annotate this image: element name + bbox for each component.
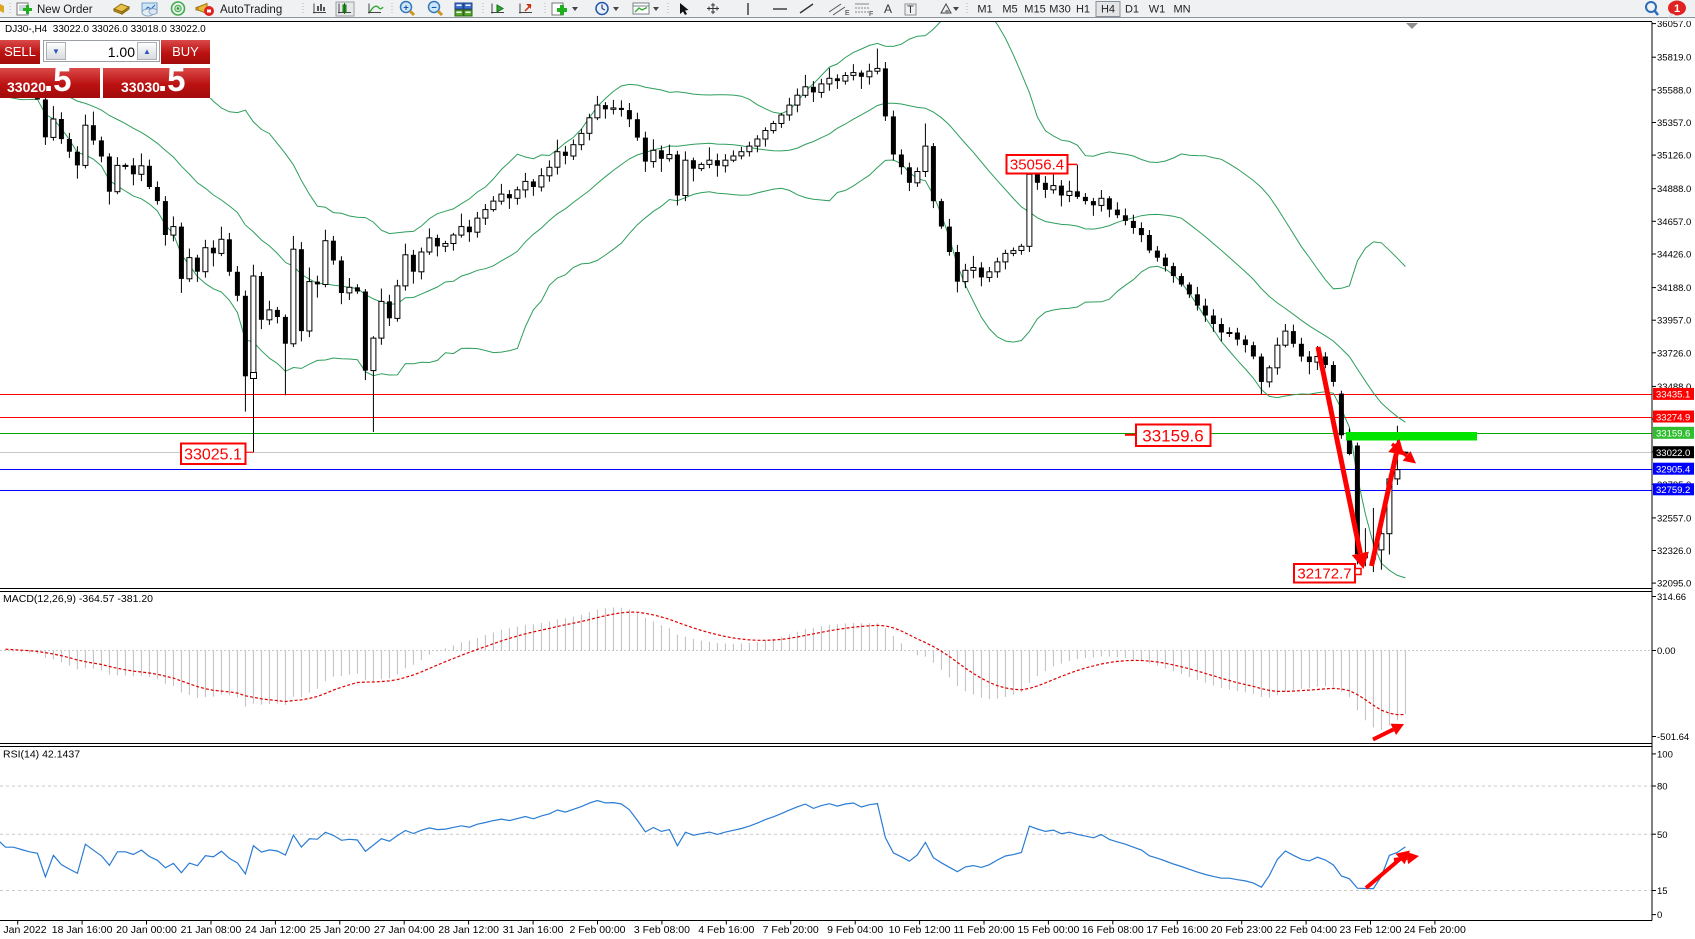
svg-text:33435.1: 33435.1: [1656, 390, 1690, 401]
svg-text:+: +: [403, 3, 409, 14]
svg-text:E: E: [845, 10, 850, 17]
svg-text:35588.0: 35588.0: [1657, 85, 1691, 96]
svg-text:AutoTrading: AutoTrading: [220, 4, 282, 16]
svg-text:20 Feb 23:00: 20 Feb 23:00: [1211, 924, 1273, 936]
svg-text:33025.1: 33025.1: [184, 447, 242, 464]
svg-text:MN: MN: [1173, 4, 1190, 16]
svg-text:1: 1: [1674, 3, 1680, 15]
svg-text:25 Jan 20:00: 25 Jan 20:00: [309, 924, 370, 936]
svg-text:9 Feb 04:00: 9 Feb 04:00: [827, 924, 883, 936]
svg-text:17 Jan 2022: 17 Jan 2022: [0, 924, 47, 936]
svg-text:33488.0: 33488.0: [1657, 382, 1691, 393]
svg-text:27 Jan 04:00: 27 Jan 04:00: [374, 924, 435, 936]
svg-text:A: A: [884, 2, 892, 16]
svg-text:34426.0: 34426.0: [1657, 250, 1691, 261]
svg-text:15: 15: [1657, 886, 1668, 897]
svg-text:-501.64: -501.64: [1657, 732, 1689, 743]
svg-text:32172.7: 32172.7: [1297, 566, 1351, 583]
svg-text:22 Feb 04:00: 22 Feb 04:00: [1275, 924, 1337, 936]
svg-text:100: 100: [1657, 749, 1673, 760]
svg-text:4 Feb 16:00: 4 Feb 16:00: [698, 924, 754, 936]
svg-text:15 Feb 00:00: 15 Feb 00:00: [1017, 924, 1079, 936]
svg-text:M1: M1: [977, 4, 992, 16]
svg-text:M15: M15: [1024, 4, 1045, 16]
svg-text:H4: H4: [1101, 4, 1115, 16]
svg-text:34188.0: 34188.0: [1657, 283, 1691, 294]
svg-text:35126.0: 35126.0: [1657, 151, 1691, 162]
svg-text:32557.0: 32557.0: [1657, 513, 1691, 524]
svg-text:33022.0: 33022.0: [1656, 448, 1690, 459]
svg-text:0.00: 0.00: [1657, 646, 1676, 657]
svg-text:24 Jan 12:00: 24 Jan 12:00: [245, 924, 306, 936]
svg-text:20 Jan 00:00: 20 Jan 00:00: [116, 924, 177, 936]
svg-text:24 Feb 20:00: 24 Feb 20:00: [1404, 924, 1466, 936]
svg-text:2 Feb 00:00: 2 Feb 00:00: [569, 924, 625, 936]
svg-text:32095.0: 32095.0: [1657, 579, 1691, 590]
svg-text:23 Feb 12:00: 23 Feb 12:00: [1340, 924, 1402, 936]
svg-text:RSI(14) 42.1437: RSI(14) 42.1437: [3, 749, 80, 761]
svg-text:T: T: [907, 4, 914, 16]
svg-text:M5: M5: [1002, 4, 1017, 16]
svg-text:D1: D1: [1125, 4, 1139, 16]
svg-text:MACD(12,26,9) -364.57 -381.20: MACD(12,26,9) -364.57 -381.20: [3, 593, 153, 605]
svg-text:32326.0: 32326.0: [1657, 546, 1691, 557]
svg-text:32759.2: 32759.2: [1656, 485, 1690, 496]
svg-text:32905.4: 32905.4: [1656, 465, 1690, 476]
svg-text:80: 80: [1657, 782, 1668, 793]
svg-text:F: F: [869, 11, 873, 18]
svg-text:33957.0: 33957.0: [1657, 316, 1691, 327]
svg-text:21 Jan 08:00: 21 Jan 08:00: [181, 924, 242, 936]
svg-text:33159.6: 33159.6: [1142, 427, 1203, 446]
svg-text:31 Jan 16:00: 31 Jan 16:00: [503, 924, 564, 936]
svg-text:−: −: [431, 3, 437, 14]
svg-text:28 Jan 12:00: 28 Jan 12:00: [438, 924, 499, 936]
svg-text:314.66: 314.66: [1657, 592, 1686, 603]
svg-text:H1: H1: [1076, 4, 1090, 16]
svg-text:33726.0: 33726.0: [1657, 348, 1691, 359]
svg-text:10 Feb 12:00: 10 Feb 12:00: [889, 924, 951, 936]
svg-text:35056.4: 35056.4: [1010, 157, 1064, 174]
svg-text:W1: W1: [1149, 4, 1166, 16]
svg-text:33274.9: 33274.9: [1656, 412, 1690, 423]
svg-text:50: 50: [1657, 830, 1668, 841]
svg-text:New Order: New Order: [37, 4, 93, 16]
svg-text:35357.0: 35357.0: [1657, 118, 1691, 129]
svg-text:0: 0: [1657, 910, 1662, 921]
svg-text:11 Feb 20:00: 11 Feb 20:00: [953, 924, 1014, 936]
svg-text:16 Feb 08:00: 16 Feb 08:00: [1082, 924, 1144, 936]
svg-text:34888.0: 34888.0: [1657, 184, 1691, 195]
svg-text:34657.0: 34657.0: [1657, 217, 1691, 228]
svg-text:35819.0: 35819.0: [1657, 53, 1691, 64]
svg-text:7 Feb 20:00: 7 Feb 20:00: [763, 924, 819, 936]
svg-text:33159.6: 33159.6: [1656, 429, 1690, 440]
svg-text:3 Feb 08:00: 3 Feb 08:00: [634, 924, 690, 936]
svg-text:17 Feb 16:00: 17 Feb 16:00: [1146, 924, 1208, 936]
svg-text:18 Jan 16:00: 18 Jan 16:00: [52, 924, 113, 936]
svg-text:36057.0: 36057.0: [1657, 19, 1691, 30]
svg-text:M30: M30: [1049, 4, 1070, 16]
